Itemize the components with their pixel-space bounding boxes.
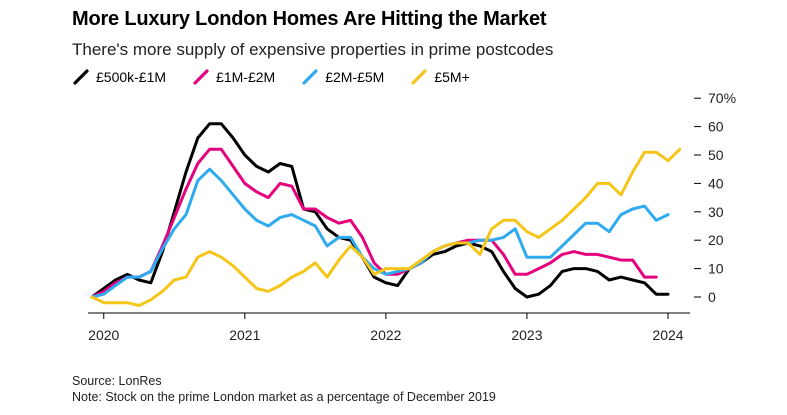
- y-tick-label: 20: [708, 232, 724, 248]
- x-tick-label: 2020: [88, 327, 119, 343]
- legend-item-5m-plus: £5M+: [410, 68, 470, 86]
- x-tick-label: 2024: [652, 327, 683, 343]
- legend-swatch-1m-2m: [193, 69, 209, 85]
- series-line-3: [90, 147, 682, 307]
- x-tick-label: 2023: [511, 327, 542, 343]
- legend-item-2m-5m: £2M-£5M: [301, 68, 384, 86]
- chart-subtitle: There's more supply of expensive propert…: [72, 40, 554, 59]
- legend-label-1m-2m: £1M-£2M: [216, 69, 276, 85]
- legend-label-5m-plus: £5M+: [434, 69, 470, 85]
- legend-swatch-2m-5m: [302, 69, 318, 85]
- chart-footer: Source: LonRes Note: Stock on the prime …: [72, 373, 496, 405]
- x-tick-label: 2022: [370, 327, 401, 343]
- y-tick-label: 0: [708, 289, 716, 305]
- series-line-1: [90, 147, 658, 299]
- y-tick-label: 60: [708, 119, 724, 135]
- x-tick-label: 2021: [229, 327, 260, 343]
- y-tick-label: 30: [708, 204, 724, 220]
- y-tick-label: 50: [708, 147, 724, 163]
- series-line-0: [90, 122, 670, 299]
- legend-label-2m-5m: £2M-£5M: [325, 69, 385, 85]
- legend-item-1m-2m: £1M-£2M: [192, 68, 275, 86]
- y-tick-label: 70%: [708, 90, 736, 106]
- legend-item-500k-1m: £500k-£1M: [72, 68, 166, 86]
- y-tick-label: 10: [708, 261, 724, 277]
- methodology-note: Note: Stock on the prime London market a…: [72, 390, 496, 404]
- legend-swatch-5m-plus: [411, 69, 427, 85]
- chart-title: More Luxury London Homes Are Hitting the…: [72, 8, 547, 30]
- legend-swatch-500k-1m: [73, 69, 89, 85]
- y-tick-label: 40: [708, 175, 724, 191]
- legend: £500k-£1M £1M-£2M £2M-£5M £5M+: [72, 66, 496, 88]
- source-note: Source: LonRes: [72, 374, 162, 388]
- legend-label-500k-1m: £500k-£1M: [96, 69, 167, 85]
